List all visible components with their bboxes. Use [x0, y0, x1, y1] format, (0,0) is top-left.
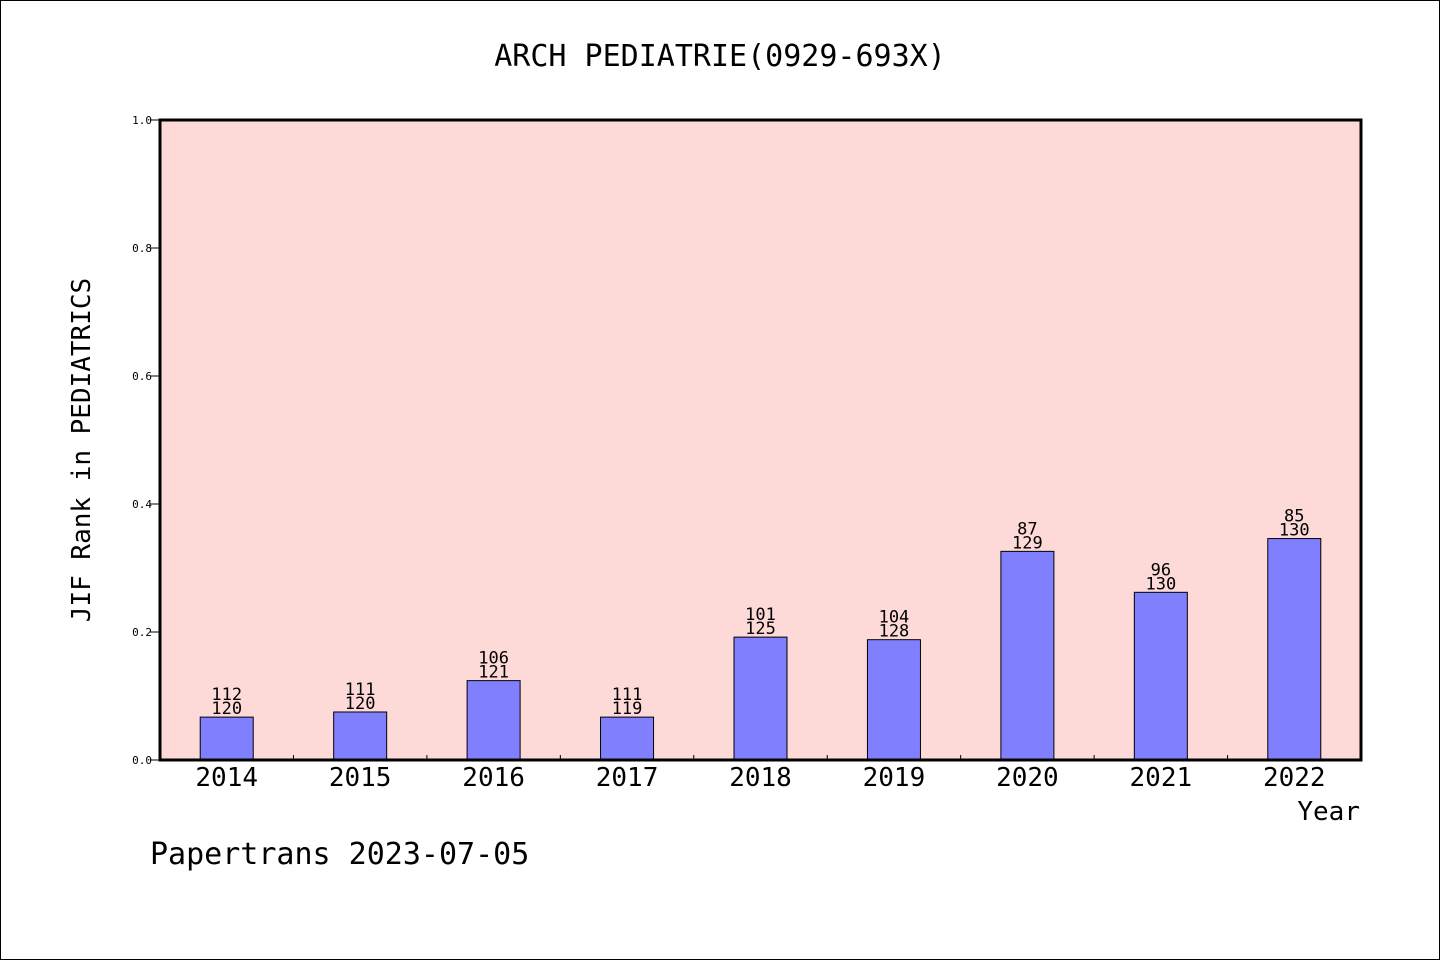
bar-rank-label: 106 [478, 649, 509, 669]
bar-labels: 1121201111201061211111191011251041288712… [211, 507, 1309, 720]
bar-total-label: 129 [1012, 533, 1043, 553]
bar-rank-label: 96 [1151, 560, 1171, 580]
bars [199, 538, 1322, 761]
bar [199, 716, 254, 761]
x-tick-label: 2017 [596, 763, 659, 793]
y-tick-label: 0.6 [132, 370, 152, 383]
x-axis: 2014 2015 2016 2017 2018 2019 2020 2021 2022 [195, 755, 1326, 793]
chart-title: ARCH PEDIATRIE(0929-693X) [494, 39, 946, 74]
y-axis: 0.0 0.2 0.4 0.6 0.8 1.0 [132, 114, 160, 767]
y-tick-label: 1.0 [132, 114, 152, 127]
y-axis-label: JIF Rank in PEDIATRICS [67, 278, 97, 622]
x-tick-label: 2016 [462, 763, 525, 793]
bar [1133, 591, 1188, 761]
bar [466, 680, 521, 761]
bar-total-label: 119 [612, 699, 643, 719]
x-tick-label: 2022 [1263, 763, 1326, 793]
bar-total-label: 128 [879, 622, 910, 642]
bar-rank-label: 111 [345, 680, 376, 700]
bar [1267, 538, 1322, 761]
bar [733, 636, 788, 761]
bar-total-label: 121 [478, 663, 509, 683]
y-tick-label: 0.4 [132, 498, 152, 511]
plot-border [158, 118, 1363, 762]
x-tick-label: 2018 [729, 763, 792, 793]
bar [333, 711, 388, 761]
bar [866, 639, 921, 761]
y-tick-label: 0.2 [132, 626, 152, 639]
bar [600, 716, 655, 761]
x-tick-label: 2014 [195, 763, 258, 793]
bar-total-label: 120 [211, 699, 242, 719]
x-tick-label: 2015 [329, 763, 392, 793]
bar-rank-label: 112 [211, 685, 242, 705]
bar-rank-label: 87 [1017, 519, 1037, 539]
x-tick-label: 2019 [863, 763, 926, 793]
y-tick-label: 0.8 [132, 242, 152, 255]
x-tick-label: 2021 [1130, 763, 1193, 793]
x-axis-label: Year [1297, 797, 1360, 827]
bar [1000, 550, 1055, 761]
bar-rank-label: 111 [612, 685, 643, 705]
bar-rank-label: 85 [1284, 507, 1304, 527]
x-tick-label: 2020 [996, 763, 1059, 793]
bar-rank-label: 104 [879, 608, 910, 628]
bar-rank-label: 101 [745, 605, 776, 625]
bar-total-label: 130 [1145, 574, 1176, 594]
bar-total-label: 125 [745, 619, 776, 639]
bar-total-label: 120 [345, 694, 376, 714]
y-tick-label: 0.0 [132, 754, 152, 767]
bar-total-label: 130 [1279, 521, 1310, 541]
footer-credit: Papertrans 2023-07-05 [150, 837, 529, 872]
